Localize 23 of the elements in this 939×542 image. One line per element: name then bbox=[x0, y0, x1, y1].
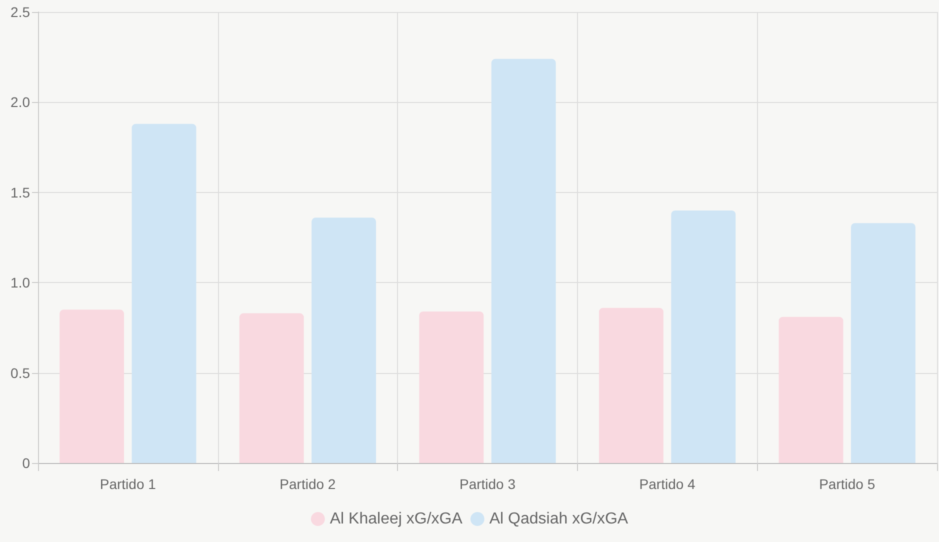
bar bbox=[60, 310, 124, 463]
bar bbox=[671, 210, 736, 463]
x-tick-label: Partido 4 bbox=[639, 476, 696, 492]
x-tick-label: Partido 1 bbox=[100, 476, 156, 492]
y-tick-label: 2.5 bbox=[10, 4, 30, 20]
y-tick-label: 1.0 bbox=[10, 274, 30, 291]
bar bbox=[312, 218, 376, 463]
y-tick-label: 0 bbox=[22, 455, 30, 471]
legend-label: Al Qadsiah xG/xGA bbox=[489, 510, 628, 528]
y-tick-label: 2.0 bbox=[10, 94, 30, 110]
x-tick-label: Partido 5 bbox=[819, 476, 876, 492]
bar bbox=[598, 308, 664, 463]
x-tick-label: Partido 3 bbox=[459, 476, 516, 492]
y-tick-label: 0.5 bbox=[10, 364, 30, 381]
bar bbox=[491, 58, 556, 463]
y-tick-label: 1.5 bbox=[10, 184, 30, 200]
bar bbox=[132, 124, 196, 463]
bar bbox=[850, 223, 916, 463]
legend-label: Al Khaleej xG/xGA bbox=[330, 510, 463, 528]
bar bbox=[419, 311, 484, 463]
x-tick-label: Partido 2 bbox=[280, 476, 336, 492]
bar bbox=[239, 313, 304, 463]
bar bbox=[778, 316, 844, 463]
